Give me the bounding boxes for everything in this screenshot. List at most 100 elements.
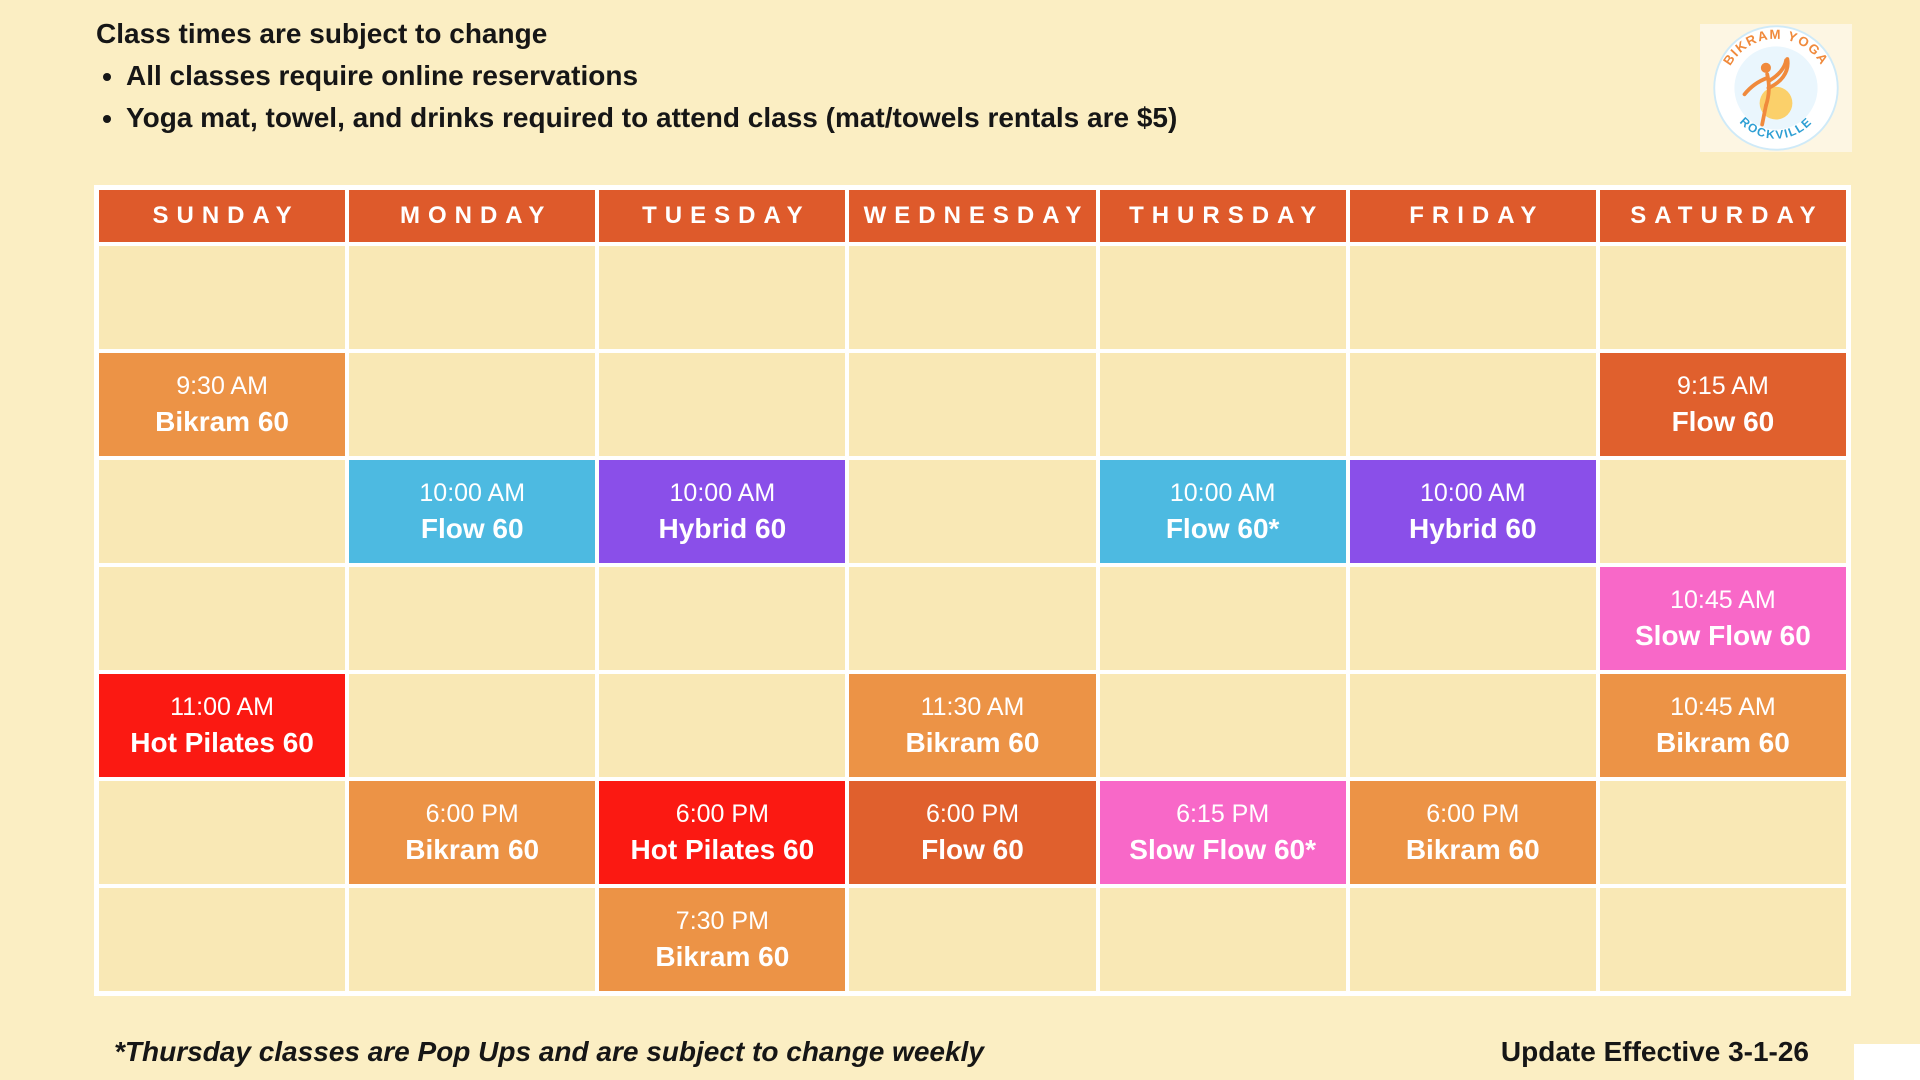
notes-block: Class times are subject to change All cl… — [96, 16, 1177, 135]
class-time: 10:00 AM — [1419, 478, 1526, 507]
empty-cell — [599, 353, 846, 456]
logo-image: BIKRAM YOGA ROCKVILLE — [1713, 25, 1839, 151]
class-time: 10:45 AM — [1670, 585, 1776, 614]
class-block: 10:00 AM Flow 60* — [1099, 460, 1346, 563]
day-header-thursday: THURSDAY — [1099, 190, 1346, 242]
empty-cell — [1099, 674, 1346, 777]
empty-cell — [99, 888, 346, 991]
day-header-sunday: SUNDAY — [99, 190, 346, 242]
class-time: 6:00 PM — [675, 799, 769, 828]
empty-cell — [1599, 460, 1846, 563]
class-name: Bikram 60 — [155, 405, 289, 437]
class-time: 9:30 AM — [176, 371, 268, 400]
corner-white-patch — [1854, 1044, 1920, 1080]
class-time: 11:30 AM — [920, 692, 1025, 721]
empty-cell — [1599, 246, 1846, 349]
class-block: 10:45 AM Bikram 60 — [1599, 674, 1846, 777]
class-time: 6:15 PM — [1176, 799, 1270, 828]
class-block: 11:30 AM Bikram 60 — [849, 674, 1096, 777]
class-time: 9:15 AM — [1677, 371, 1769, 400]
class-block: 10:00 AM Flow 60 — [349, 460, 596, 563]
day-header-wednesday: WEDNESDAY — [849, 190, 1096, 242]
class-block: 6:00 PM Flow 60 — [849, 781, 1096, 884]
class-block: 6:15 PM Slow Flow 60* — [1099, 781, 1346, 884]
class-name: Hot Pilates 60 — [130, 726, 314, 758]
class-name: Flow 60* — [1165, 512, 1280, 544]
effective-date: Update Effective 3-1-26 — [1500, 1036, 1809, 1067]
empty-cell — [1099, 246, 1346, 349]
class-name: Bikram 60 — [1655, 726, 1790, 758]
empty-cell — [99, 567, 346, 670]
class-time: 7:30 PM — [675, 906, 769, 935]
class-time: 6:00 PM — [425, 799, 519, 828]
empty-cell — [599, 246, 846, 349]
day-header-monday: MONDAY — [349, 190, 596, 242]
empty-cell — [1599, 781, 1846, 884]
class-name: Bikram 60 — [405, 833, 540, 865]
class-name: Bikram 60 — [1405, 833, 1540, 865]
class-block: 10:45 AM Slow Flow 60 — [1599, 567, 1846, 670]
footnote: *Thursday classes are Pop Ups and are su… — [114, 1036, 984, 1067]
empty-cell — [1099, 567, 1346, 670]
empty-cell — [349, 674, 596, 777]
class-name: Bikram 60 — [655, 940, 790, 972]
empty-cell — [849, 567, 1096, 670]
class-time: 10:00 AM — [1169, 478, 1276, 507]
class-name: Bikram 60 — [905, 726, 1040, 758]
day-header-friday: FRIDAY — [1349, 190, 1596, 242]
class-name: Hybrid 60 — [1408, 512, 1537, 544]
empty-cell — [849, 353, 1096, 456]
empty-cell — [849, 460, 1096, 563]
class-time: 6:00 PM — [1426, 799, 1520, 828]
empty-cell — [1099, 353, 1346, 456]
empty-cell — [1349, 888, 1596, 991]
class-time: 10:00 AM — [419, 478, 526, 507]
class-name: Slow Flow 60* — [1129, 833, 1316, 865]
empty-cell — [349, 246, 596, 349]
class-block: 9:15 AM Flow 60 — [1599, 353, 1846, 456]
class-block: 10:00 AM Hybrid 60 — [599, 460, 846, 563]
empty-cell — [1099, 888, 1346, 991]
class-block: 7:30 PM Bikram 60 — [599, 888, 846, 991]
notes-list: All classes require online reservations Y… — [126, 58, 1177, 135]
class-name: Hot Pilates 60 — [630, 833, 815, 865]
class-block: 6:00 PM Hot Pilates 60 — [599, 781, 846, 884]
class-name: Slow Flow 60 — [1635, 619, 1811, 651]
empty-cell — [1599, 888, 1846, 991]
empty-cell — [1349, 674, 1596, 777]
empty-cell — [599, 567, 846, 670]
empty-cell — [849, 246, 1096, 349]
empty-cell — [1349, 353, 1596, 456]
empty-cell — [349, 353, 596, 456]
empty-cell — [99, 246, 346, 349]
class-name: Flow 60 — [420, 512, 524, 544]
class-time: 11:00 AM — [170, 692, 274, 721]
day-header-tuesday: TUESDAY — [599, 190, 846, 242]
day-header-saturday: SATURDAY — [1599, 190, 1846, 242]
class-time: 6:00 PM — [925, 799, 1020, 828]
yoga-pose-figure — [1742, 57, 1790, 127]
class-block: 6:00 PM Bikram 60 — [1349, 781, 1596, 884]
note-item: Yoga mat, towel, and drinks required to … — [126, 100, 1177, 135]
class-block: 6:00 PM Bikram 60 — [349, 781, 596, 884]
empty-cell — [849, 888, 1096, 991]
class-time: 10:45 AM — [1670, 692, 1776, 721]
page-title: Class times are subject to change — [96, 18, 548, 49]
class-block: 11:00 AM Hot Pilates 60 — [99, 674, 346, 777]
class-block: 10:00 AM Hybrid 60 — [1349, 460, 1596, 563]
schedule-grid: SUNDAY MONDAY TUESDAY WEDNESDAY THURSDAY FRID… — [94, 185, 1851, 996]
class-name: Flow 60 — [1671, 405, 1775, 437]
class-block: 9:30 AM Bikram 60 — [99, 353, 346, 456]
empty-cell — [349, 888, 596, 991]
empty-cell — [99, 781, 346, 884]
class-name: Hybrid 60 — [658, 512, 787, 544]
empty-cell — [1349, 246, 1596, 349]
empty-cell — [99, 460, 346, 563]
empty-cell — [349, 567, 596, 670]
class-name: Flow 60 — [921, 833, 1024, 865]
studio-logo: BIKRAM YOGA ROCKVILLE — [1700, 24, 1852, 152]
empty-cell — [599, 674, 846, 777]
note-item: All classes require online reservations — [126, 58, 1177, 93]
class-time: 10:00 AM — [669, 478, 776, 507]
empty-cell — [1349, 567, 1596, 670]
